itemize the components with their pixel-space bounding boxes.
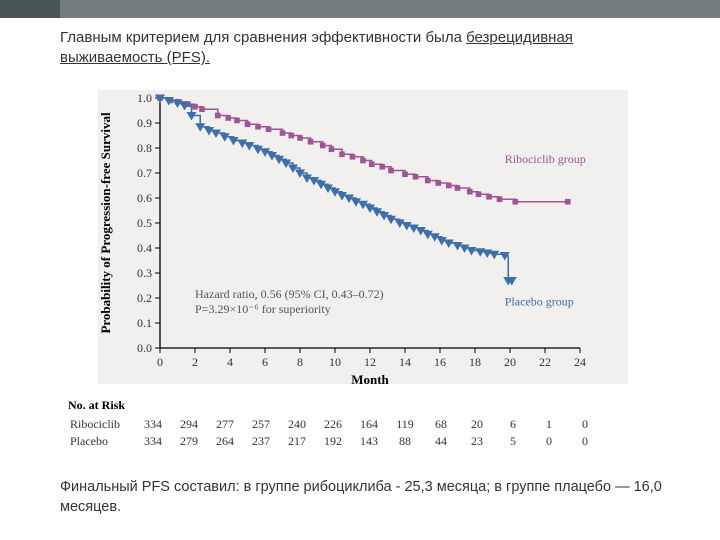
svg-text:6: 6 [262,355,268,369]
svg-text:24: 24 [574,355,586,369]
slide-accent-bar [0,0,720,18]
svg-text:0: 0 [157,355,163,369]
svg-text:0.6: 0.6 [137,191,152,205]
svg-text:Month: Month [351,372,389,387]
svg-text:0.5: 0.5 [137,216,152,230]
svg-text:18: 18 [469,355,481,369]
svg-text:22: 22 [539,355,551,369]
svg-text:2: 2 [192,355,198,369]
svg-text:Hazard ratio, 0.56 (95% CI, 0.: Hazard ratio, 0.56 (95% CI, 0.43–0.72) [195,287,384,301]
svg-text:4: 4 [227,355,233,369]
caption-text-1: Главным критерием для сравнения эффектив… [60,29,466,46]
svg-text:10: 10 [329,355,341,369]
at-risk-table: No. at Risk Ribociclib334294277257240226… [68,398,604,451]
svg-text:8: 8 [297,355,303,369]
km-chart: 0.00.10.20.30.40.50.60.70.80.91.00246810… [90,88,630,423]
svg-text:14: 14 [399,355,411,369]
svg-text:0.8: 0.8 [137,141,152,155]
svg-text:0.9: 0.9 [137,116,152,130]
caption-top: Главным критерием для сравнения эффектив… [60,28,666,69]
svg-text:20: 20 [504,355,516,369]
svg-text:0.7: 0.7 [137,166,152,180]
svg-text:0.0: 0.0 [137,341,152,355]
svg-text:1.0: 1.0 [137,91,152,105]
svg-text:0.1: 0.1 [137,316,152,330]
km-svg: 0.00.10.20.30.40.50.60.70.80.91.00246810… [90,88,630,393]
risk-table-body: Ribociclib334294277257240226164119682061… [68,415,604,451]
svg-text:0.3: 0.3 [137,266,152,280]
risk-table-title: No. at Risk [68,398,604,413]
svg-text:12: 12 [364,355,376,369]
svg-text:Probability of Progression-fre: Probability of Progression-free Survival [98,112,113,333]
svg-text:P=3.29×10⁻⁶ for superiority: P=3.29×10⁻⁶ for superiority [195,302,331,316]
svg-text:Ribociclib group: Ribociclib group [505,152,586,166]
svg-text:0.2: 0.2 [137,291,152,305]
svg-text:16: 16 [434,355,446,369]
caption-bottom: Финальный PFS составил: в группе рибоцик… [60,478,666,517]
svg-text:Placebo group: Placebo group [505,295,574,309]
svg-text:0.4: 0.4 [137,241,152,255]
